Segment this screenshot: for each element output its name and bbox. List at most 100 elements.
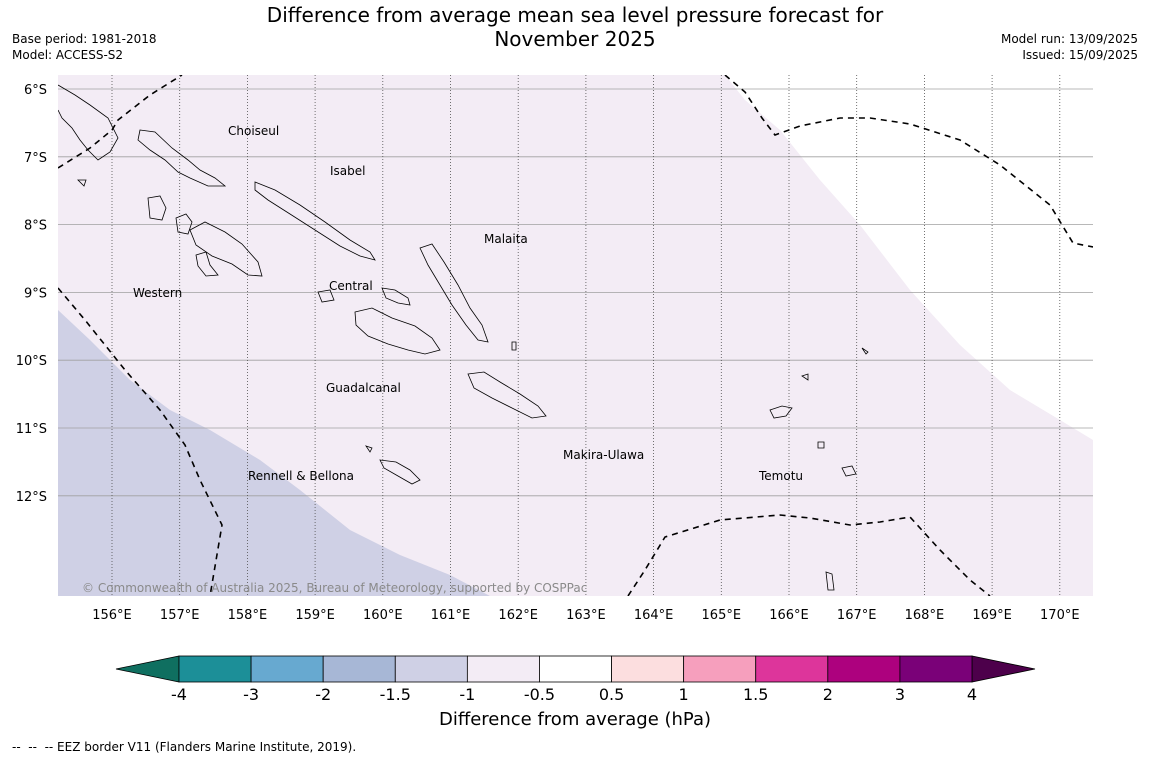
island-guadalcanal [354,307,441,355]
label-central: Central [329,279,373,293]
island-rennell [379,459,421,485]
colorbar-segment [322,655,396,683]
island-small-5 [365,445,373,453]
colorbar-segment [899,655,973,683]
colorbar-tick-label: 0.5 [599,685,624,704]
lon-label: 162°E [498,608,538,623]
island-makira [467,371,547,419]
label-isabel: Isabel [330,164,365,178]
lon-label: 164°E [634,608,674,623]
island-florida [381,287,411,306]
lon-label: 169°E [972,608,1012,623]
colorbar-tick-label: -1 [459,685,475,704]
island-malaita [419,243,489,343]
colorbar-segment [755,655,829,683]
colorbar-tick-label: 1.5 [743,685,768,704]
colorbar-segment [394,655,468,683]
issued-date: Issued: 15/09/2025 [1022,48,1138,62]
lat-label: 8°S [24,219,47,234]
meta-right: Model run: 13/09/2025 Issued: 15/09/2025 [1001,31,1138,63]
island-rendova [195,251,219,277]
label-rennell-bellona: Rennell & Bellona [248,469,354,483]
eez-border-north-west [58,75,183,169]
lon-label: 161°E [431,608,471,623]
title-line-1: Difference from average mean sea level p… [266,3,884,27]
island-kolombangara [175,213,193,235]
map-plot-area: Choiseul Isabel Malaita Western Central … [58,75,1093,596]
lon-label: 159°E [295,608,335,623]
island-small-6 [861,347,869,355]
eez-border-south-west [58,287,223,596]
region-labels: Choiseul Isabel Malaita Western Central … [133,124,803,483]
colorbar-tick-label: -0.5 [524,685,555,704]
chart-title: Difference from average mean sea level p… [200,3,950,51]
anomaly-zone-minus-0-5-to-1 [58,75,1093,596]
model-name: Model: ACCESS-S2 [12,48,124,62]
colorbar-segment [539,655,612,683]
colorbar-ticks: -4 -3 -2 -1.5 -1 -0.5 0.5 1 1.5 2 3 4 [171,685,977,704]
colorbar-segments [178,655,973,683]
island-vanikoro [841,465,857,477]
colorbar-segment [250,655,324,683]
colorbar-tick-label: 1 [679,685,689,704]
island-russell [317,289,335,303]
colorbar-segment [827,655,901,683]
lon-label: 167°E [837,608,877,623]
longitude-labels: 156°E 157°E 158°E 159°E 160°E 161°E 162°E 163°E… [92,608,1079,623]
lon-label: 170°E [1040,608,1080,623]
anomaly-zone-minus-1-to-1-5 [58,310,490,596]
label-makira-ulawa: Makira-Ulawa [563,448,644,462]
eez-border-east [724,75,1093,248]
colorbar-segment [683,655,757,683]
island-isabel [254,181,376,261]
colorbar-tick-label: -1.5 [380,685,411,704]
lon-label: 158°E [228,608,268,623]
island-bougainville [58,84,119,161]
base-period: Base period: 1981-2018 [12,32,157,46]
lat-label: 11°S [16,422,47,437]
lat-label: 9°S [24,286,47,301]
lon-label: 165°E [702,608,742,623]
lon-label: 160°E [363,608,403,623]
colorbar-tick-label: -2 [315,685,331,704]
graticule [58,75,1093,596]
island-new-georgia [189,221,263,277]
colorbar-segment [466,655,540,683]
island-tikopia [817,441,825,449]
lat-label: 6°S [24,83,47,98]
latitude-labels: 6°S 7°S 8°S 9°S 10°S 11°S 12°S [16,83,47,505]
meta-left: Base period: 1981-2018 Model: ACCESS-S2 [12,31,157,63]
lon-label: 168°E [905,608,945,623]
colorbar-tick-label: 3 [895,685,905,704]
colorbar: -4 -3 -2 -1.5 -1 -0.5 0.5 1 1.5 2 3 4 [115,655,1036,704]
label-choiseul: Choiseul [228,124,279,138]
lon-label: 156°E [92,608,132,623]
colorbar-tick-label: -4 [171,685,187,704]
island-small-3 [801,373,809,381]
copyright-note: © Commonwealth of Australia 2025, Bureau… [82,581,587,595]
island-santa-cruz [769,405,793,419]
lat-label: 7°S [24,151,47,166]
title-line-2: November 2025 [494,27,656,51]
island-small-4 [825,571,835,591]
islands [58,84,869,591]
model-run: Model run: 13/09/2025 [1000,32,1138,46]
colorbar-tick-label: -3 [243,685,259,704]
lat-label: 10°S [16,354,47,369]
lon-label: 163°E [566,608,606,623]
eez-footnote: -- -- -- EEZ border V11 (Flanders Marine… [12,740,357,754]
island-vella-lavella [147,195,167,221]
island-small-2 [511,341,517,351]
colorbar-extend-low [115,655,180,683]
label-guadalcanal: Guadalcanal [326,381,401,395]
island-small-1 [77,179,87,187]
label-temotu: Temotu [758,469,803,483]
lat-label: 12°S [16,490,47,505]
lon-label: 157°E [160,608,200,623]
label-malaita: Malaita [484,232,528,246]
map: Choiseul Isabel Malaita Western Central … [16,75,1093,623]
eez-borders [58,75,1093,596]
colorbar-extend-high [971,655,1036,683]
colorbar-segment [178,655,252,683]
label-western: Western [133,286,182,300]
